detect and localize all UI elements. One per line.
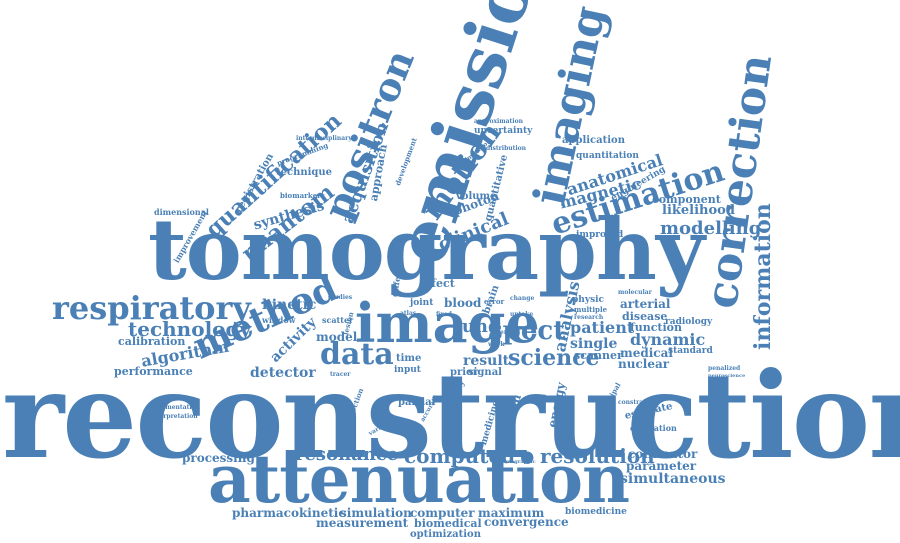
word-reconstruction: reconstruction bbox=[2, 346, 900, 485]
word-volume: volume bbox=[456, 191, 497, 202]
word-tracer: tracer bbox=[330, 371, 351, 378]
word-scanner: scanner bbox=[574, 349, 623, 362]
word-time: time bbox=[396, 353, 422, 364]
word-maximum: maximum bbox=[478, 506, 545, 520]
word-processing: processing bbox=[182, 451, 255, 465]
word-patient: patient bbox=[570, 318, 635, 337]
word-atlas: atlas bbox=[400, 310, 417, 317]
word-effect: effect bbox=[420, 277, 455, 290]
word-nuclear: nuclear bbox=[618, 357, 670, 371]
word-interdisciplinary: interdisciplinary bbox=[296, 135, 352, 142]
word-approximation: approximation bbox=[474, 118, 523, 125]
word-single: single bbox=[570, 336, 618, 352]
word-standard: standard bbox=[668, 346, 713, 356]
word-radiology: radiology bbox=[665, 317, 713, 327]
word-constraint: constraint bbox=[618, 399, 653, 406]
word-prior: prior bbox=[450, 367, 478, 378]
word-arterial: arterial bbox=[620, 297, 671, 311]
word-research: research bbox=[574, 314, 604, 321]
word-model: model bbox=[316, 330, 358, 344]
word-evaluation: evaluation bbox=[630, 423, 677, 433]
word-multiple: multiple bbox=[574, 305, 608, 314]
word-joint: joint bbox=[410, 298, 434, 308]
word-penalized: penalized bbox=[708, 365, 741, 372]
word-partial: partial bbox=[398, 397, 436, 408]
word-collimator: collimator bbox=[628, 447, 698, 461]
word-optimization: optimization bbox=[410, 529, 481, 540]
word-uncertainty: uncertainty bbox=[474, 126, 533, 136]
word-function: function bbox=[630, 321, 683, 334]
word-physic: physic bbox=[572, 295, 605, 305]
word-image: image bbox=[355, 291, 540, 355]
word-resolution: resolution bbox=[540, 444, 655, 468]
word-tomography: tomography bbox=[148, 200, 705, 299]
word-quantitation: quantitation bbox=[576, 151, 639, 161]
word-simultaneous: simultaneous bbox=[620, 471, 726, 487]
word-resonance: resonance bbox=[295, 444, 399, 465]
word-medical: medical bbox=[620, 346, 673, 360]
word-kinetic: kinetic bbox=[262, 297, 317, 313]
word-computed: computed bbox=[404, 444, 516, 468]
word-insert: insert bbox=[490, 329, 510, 336]
word-data: data bbox=[320, 337, 394, 372]
word-input: input bbox=[394, 365, 421, 375]
word-studies: studies bbox=[328, 294, 353, 301]
word-science: science bbox=[508, 345, 600, 371]
word-dynamic: dynamic bbox=[630, 330, 706, 349]
word-interpretation: interpretation bbox=[150, 413, 198, 420]
word-biomedicine: biomedicine bbox=[565, 507, 627, 517]
word-dimensional: dimensional bbox=[154, 207, 209, 217]
word-technology: technology bbox=[128, 317, 252, 341]
word-detector: detector bbox=[250, 365, 316, 381]
word-scatter: scatter bbox=[322, 315, 354, 325]
word-pharmacokinetic: pharmacokinetic bbox=[232, 506, 346, 520]
word-lung: lung bbox=[455, 316, 501, 337]
word-technique: technique bbox=[276, 167, 333, 178]
word-component: component bbox=[652, 193, 721, 206]
word-disease: disease bbox=[622, 310, 668, 323]
word-application: application bbox=[562, 135, 625, 146]
word-fixed: fixed bbox=[436, 311, 452, 318]
word-signal: signal bbox=[468, 367, 502, 378]
word-window: window bbox=[262, 315, 296, 325]
word-distribution: distribution bbox=[486, 145, 527, 152]
word-respiratory: respiratory bbox=[52, 289, 251, 327]
word-result: result bbox=[463, 353, 510, 369]
word-measurement: measurement bbox=[316, 516, 409, 530]
word-performance: performance bbox=[114, 365, 193, 378]
word-biomarkers: biomarkers bbox=[280, 191, 325, 200]
word-error: error bbox=[484, 297, 505, 306]
word-modelling: modelling bbox=[660, 218, 762, 239]
word-parameter: parameter bbox=[626, 459, 697, 473]
word-molecular: molecular bbox=[618, 289, 652, 296]
word-biomedical: biomedical bbox=[414, 517, 482, 530]
word-likelihood: likelihood bbox=[662, 203, 735, 218]
word-computer: computer bbox=[410, 506, 475, 520]
word-calibration: calibration bbox=[118, 335, 186, 348]
word-uptake: uptake bbox=[510, 311, 534, 318]
word-work: work bbox=[488, 341, 505, 348]
word-neuroscience: neuroscience bbox=[708, 373, 746, 379]
word-convergence: convergence bbox=[484, 515, 569, 529]
word-blood: blood bbox=[444, 296, 482, 310]
word-simulation: simulation bbox=[340, 506, 412, 520]
word-segmentation: segmentation bbox=[154, 404, 200, 411]
word-improved: improved bbox=[576, 230, 624, 240]
word-attenuation: attenuation bbox=[208, 440, 630, 518]
word-change: change bbox=[510, 295, 535, 302]
word-spect: spect bbox=[488, 316, 566, 346]
word-tomographic: tomographic bbox=[500, 459, 536, 465]
